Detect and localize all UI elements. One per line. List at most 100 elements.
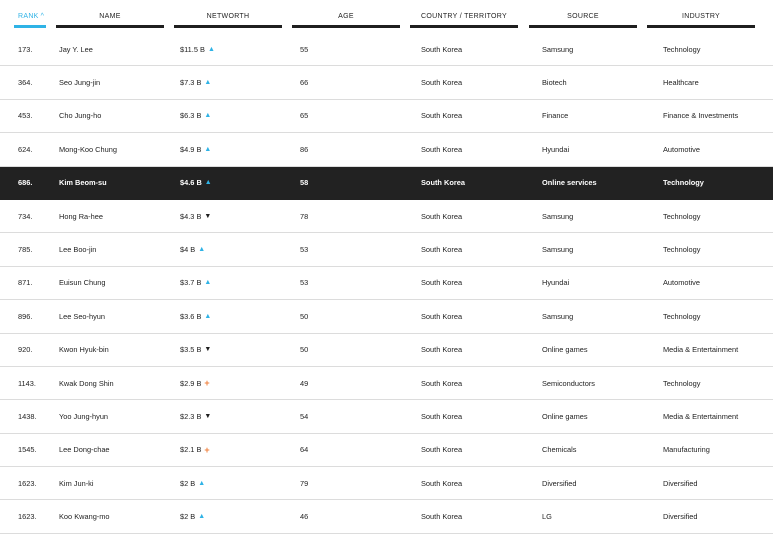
source-cell: Chemicals xyxy=(542,434,577,466)
name-cell: Kim Beom-su xyxy=(59,167,107,199)
age-cell: 58 xyxy=(300,167,308,199)
age-column-header[interactable]: AGE xyxy=(292,0,400,28)
age-cell: 55 xyxy=(300,33,308,65)
industry-cell-text: Technology xyxy=(663,178,704,188)
name-cell-text[interactable]: Koo Kwang-mo xyxy=(59,512,110,522)
table-header: RANK ^ NAME NETWORTH AGE COUNTRY / TERRIT… xyxy=(0,0,773,33)
source-cell: Online games xyxy=(542,334,588,366)
networth-cell-text: $4 B xyxy=(180,245,196,255)
networth-cell-text: $3.6 B xyxy=(180,311,202,321)
industry-cell-text: Technology xyxy=(663,211,701,221)
source-cell-text: Online games xyxy=(542,345,588,355)
table-row[interactable]: 1438. Yoo Jung-hyun $2.3 B ▼ 54 South Korea On… xyxy=(0,400,773,434)
table-row[interactable]: 173. Jay Y. Lee $11.5 B ▲ 55 South Korea Samsu… xyxy=(0,33,773,67)
industry-cell: Automotive xyxy=(663,267,700,299)
name-cell: Euisun Chung xyxy=(59,267,105,299)
table-row[interactable]: 871. Euisun Chung $3.7 B ▲ 53 South Korea Hyun… xyxy=(0,267,773,301)
age-cell-text: 50 xyxy=(300,311,309,321)
table-row[interactable]: 896. Lee Seo-hyun $3.6 B ▲ 50 South Korea Sams… xyxy=(0,300,773,334)
age-cell-text: 53 xyxy=(300,245,309,255)
age-cell: 64 xyxy=(300,434,308,466)
table-row[interactable]: 734. Hong Ra-hee $4.3 B ▼ 78 South Korea Samsu… xyxy=(0,200,773,234)
networth-cell: $4 B ▲ xyxy=(180,233,205,265)
name-cell-text[interactable]: Kwak Dong Shin xyxy=(59,378,114,388)
networth-cell-text: $4.3 B xyxy=(180,211,202,221)
name-cell-text[interactable]: Hong Ra-hee xyxy=(59,211,103,221)
age-cell-text: 64 xyxy=(300,445,309,455)
networth-cell: $7.3 B ▲ xyxy=(180,66,211,98)
industry-cell-text: Automotive xyxy=(663,278,700,288)
trend-up-icon: ▲ xyxy=(204,112,212,120)
country-cell: South Korea xyxy=(421,434,462,466)
rank-cell: 734. xyxy=(18,200,32,232)
networth-cell-text: $3.5 B xyxy=(180,345,202,355)
rank-cell: 1545. xyxy=(18,434,37,466)
country-cell-text: South Korea xyxy=(421,278,463,288)
rank-cell: 871. xyxy=(18,267,32,299)
rank-cell: 1623. xyxy=(18,467,37,499)
name-cell-text[interactable]: Seo Jung-jin xyxy=(59,78,101,88)
country-cell-text: South Korea xyxy=(421,78,463,88)
name-cell-text[interactable]: Euisun Chung xyxy=(59,278,106,288)
industry-cell-text: Automotive xyxy=(663,144,700,154)
name-cell-text[interactable]: Kim Jun-ki xyxy=(59,478,94,488)
industry-cell: Technology xyxy=(663,300,700,332)
table-row[interactable]: 1143. Kwak Dong Shin $2.9 B +49 South Korea S… xyxy=(0,367,773,401)
industry-cell-text: Healthcare xyxy=(663,78,699,88)
industry-cell: Technology xyxy=(663,367,700,399)
trend-up-icon: ▲ xyxy=(204,145,212,153)
rank-cell-text: 686. xyxy=(18,178,33,188)
name-cell-text[interactable]: Mong-Koo Chung xyxy=(59,144,117,154)
country-cell-text: South Korea xyxy=(421,111,463,121)
name-cell-text[interactable]: Jay Y. Lee xyxy=(59,44,93,54)
name-cell-text[interactable]: Kim Beom-su xyxy=(59,178,107,188)
table-row[interactable]: 624. Mong-Koo Chung $4.9 B ▲ 86 South Korea Hy… xyxy=(0,133,773,167)
networth-column-header[interactable]: NETWORTH xyxy=(174,0,282,28)
table-row[interactable]: 1623. Koo Kwang-mo $2 B ▲ 46 South Korea LG Div… xyxy=(0,500,773,534)
industry-column-header[interactable]: INDUSTRY xyxy=(647,0,755,28)
table-row[interactable]: 920. Kwon Hyuk-bin $3.5 B ▼ 50 South Korea Onl… xyxy=(0,334,773,367)
age-cell: 49 xyxy=(300,367,308,399)
source-column-header[interactable]: SOURCE xyxy=(529,0,637,28)
name-cell: Jay Y. Lee xyxy=(59,33,93,65)
name-cell-text[interactable]: Lee Dong-chae xyxy=(59,445,110,455)
industry-cell-text: Technology xyxy=(663,311,701,321)
source-cell-text: Samsung xyxy=(542,311,574,321)
name-cell-text[interactable]: Lee Seo-hyun xyxy=(59,311,106,321)
networth-cell-text: $2.9 B xyxy=(180,378,202,388)
name-cell-text[interactable]: Cho Jung-ho xyxy=(59,111,102,121)
table-row[interactable]: 785. Lee Boo-jin $4 B ▲ 53 South Korea Samsung… xyxy=(0,233,773,267)
trend-down-icon: ▼ xyxy=(204,212,212,220)
table-row[interactable]: 686. Kim Beom-su $4.6 B ▲ 58 South Korea Onlin… xyxy=(0,166,773,200)
name-cell-text[interactable]: Kwon Hyuk-bin xyxy=(59,345,109,355)
age-cell: 54 xyxy=(300,400,308,432)
country-cell-text: South Korea xyxy=(421,144,463,154)
table-row[interactable]: 453. Cho Jung-ho $6.3 B ▲ 65 South Korea Finan… xyxy=(0,100,773,134)
source-cell-text: Hyundai xyxy=(542,144,570,154)
table-row[interactable]: 1545. Lee Dong-chae $2.1 B +64 South Korea Ch… xyxy=(0,434,773,468)
name-column-header[interactable]: NAME xyxy=(56,0,164,28)
industry-cell: Media & Entertainment xyxy=(663,400,738,432)
rank-column-header[interactable]: RANK ^ xyxy=(14,0,46,28)
source-cell: Semiconductors xyxy=(542,367,595,399)
table-row[interactable]: 1623. Kim Jun-ki $2 B ▲ 79 South Korea Diversi… xyxy=(0,467,773,501)
trend-up-icon: ▲ xyxy=(198,246,206,254)
rank-cell-text: 453. xyxy=(18,111,33,121)
name-cell: Seo Jung-jin xyxy=(59,66,100,98)
rank-cell: 624. xyxy=(18,133,32,165)
country-cell: South Korea xyxy=(421,200,462,232)
age-cell-text: 86 xyxy=(300,144,309,154)
trend-up-icon: ▲ xyxy=(204,79,212,87)
country-cell: South Korea xyxy=(421,334,462,366)
country-column-header[interactable]: COUNTRY / TERRITORY xyxy=(410,0,518,28)
trend-down-icon: ▼ xyxy=(204,346,212,354)
networth-cell-text: $2.3 B xyxy=(180,411,202,421)
name-cell-text[interactable]: Lee Boo-jin xyxy=(59,245,97,255)
industry-cell-text: Manufacturing xyxy=(663,445,710,455)
name-cell-text[interactable]: Yoo Jung-hyun xyxy=(59,411,109,421)
industry-cell-text: Media & Entertainment xyxy=(663,411,739,421)
country-cell-text: South Korea xyxy=(421,378,463,388)
table-row[interactable]: 364. Seo Jung-jin $7.3 B ▲ 66 South Korea Biot… xyxy=(0,66,773,100)
age-cell: 53 xyxy=(300,233,308,265)
country-cell-text: South Korea xyxy=(421,445,463,455)
